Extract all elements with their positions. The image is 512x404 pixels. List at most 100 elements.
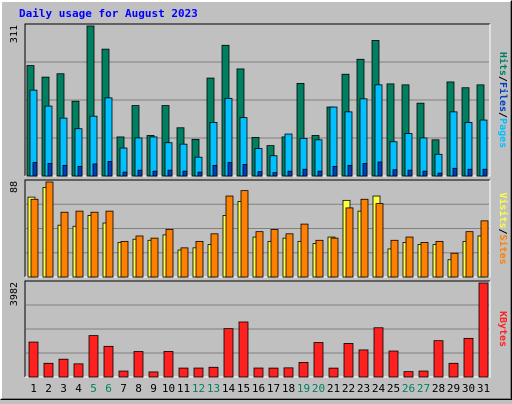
kbytes-bar-11 bbox=[178, 367, 189, 378]
visits-bar-15 bbox=[240, 190, 249, 278]
kbytes-bar-18 bbox=[283, 367, 294, 378]
x-tick-label-4: 4 bbox=[75, 382, 82, 395]
pages-bar-15 bbox=[242, 164, 248, 177]
kbytes-bar-22 bbox=[343, 343, 354, 378]
kbytes-bar-20 bbox=[313, 342, 324, 378]
visits-ymax-label: 88 bbox=[9, 181, 20, 193]
pages-bar-31 bbox=[482, 168, 488, 177]
x-tick-label-2: 2 bbox=[45, 382, 52, 395]
kbytes-bar-6 bbox=[103, 345, 114, 378]
visits-bar-6 bbox=[105, 210, 114, 278]
files-bar-20 bbox=[314, 139, 323, 177]
hits-ymax-label: 311 bbox=[9, 25, 20, 43]
kbytes-bar-3 bbox=[58, 358, 69, 378]
kbytes-bar-8 bbox=[133, 351, 144, 378]
pages-bar-21 bbox=[332, 165, 338, 177]
visits-bar-10 bbox=[165, 229, 174, 278]
pages-bar-26 bbox=[407, 169, 413, 177]
kbytes-bar-28 bbox=[433, 340, 444, 378]
kbytes-bar-4 bbox=[73, 363, 84, 378]
pages-bar-10 bbox=[167, 169, 173, 177]
kbytes-bar-10 bbox=[163, 351, 174, 378]
files-bar-31 bbox=[479, 119, 488, 177]
pages-bar-3 bbox=[62, 164, 68, 177]
ylabel-kbytes: KBytes bbox=[497, 311, 508, 347]
kbytes-bar-26 bbox=[403, 371, 414, 378]
x-tick-label-7: 7 bbox=[120, 382, 127, 395]
x-tick-label-18: 18 bbox=[282, 382, 295, 395]
x-tick-label-24: 24 bbox=[372, 382, 386, 395]
visits-sites-bars bbox=[27, 181, 489, 278]
visits-bar-28 bbox=[435, 240, 444, 278]
kbytes-bar-14 bbox=[223, 328, 234, 378]
kbytes-bar-7 bbox=[118, 370, 129, 378]
x-tick-label-20: 20 bbox=[312, 382, 325, 395]
visits-bar-14 bbox=[225, 195, 234, 278]
kbytes-bar-17 bbox=[268, 367, 279, 378]
kbytes-bar-5 bbox=[88, 335, 99, 378]
kbytes-bar-9 bbox=[148, 371, 159, 378]
kbytes-bar-1 bbox=[28, 341, 39, 378]
ylabel-hits: Hits bbox=[497, 52, 509, 76]
pages-bar-18 bbox=[287, 170, 293, 177]
x-tick-label-5: 5 bbox=[90, 382, 97, 395]
ylabel-files: Files bbox=[497, 82, 509, 112]
visits-bar-5 bbox=[90, 211, 99, 278]
ylabel-pages: Pages bbox=[497, 118, 508, 148]
x-tick-label-9: 9 bbox=[150, 382, 157, 395]
pages-bar-13 bbox=[212, 164, 218, 177]
visits-bar-11 bbox=[180, 247, 189, 278]
pages-bar-29 bbox=[452, 167, 458, 177]
visits-bar-25 bbox=[390, 239, 399, 278]
kbytes-bar-29 bbox=[448, 362, 459, 378]
x-tick-label-1: 1 bbox=[30, 382, 37, 395]
visits-bar-16 bbox=[255, 231, 264, 278]
x-tick-label-19: 19 bbox=[297, 382, 310, 395]
chart-title: Daily usage for August 2023 bbox=[19, 7, 198, 20]
files-bar-30 bbox=[464, 122, 473, 177]
pages-bar-22 bbox=[347, 164, 353, 177]
pages-bar-24 bbox=[377, 161, 383, 177]
kbytes-ymax-label: 3982 bbox=[9, 282, 20, 306]
visits-bar-3 bbox=[60, 211, 69, 278]
kbytes-bar-16 bbox=[253, 367, 264, 378]
pages-bar-25 bbox=[392, 169, 398, 177]
hits-files-pages-bars bbox=[26, 25, 488, 177]
files-bar-29 bbox=[449, 111, 458, 177]
kbytes-bar-27 bbox=[418, 370, 429, 378]
kbytes-bar-13 bbox=[208, 366, 219, 378]
x-tick-label-10: 10 bbox=[162, 382, 175, 395]
x-tick-label-26: 26 bbox=[402, 382, 415, 395]
x-tick-label-13: 13 bbox=[207, 382, 220, 395]
kbytes-bar-15 bbox=[238, 321, 249, 378]
kbytes-bar-30 bbox=[463, 337, 474, 378]
visits-bar-17 bbox=[270, 229, 279, 278]
pages-bar-20 bbox=[317, 170, 323, 177]
kbytes-bar-19 bbox=[298, 362, 309, 378]
x-tick-label-16: 16 bbox=[252, 382, 265, 395]
pages-bar-9 bbox=[152, 170, 158, 177]
pages-bar-8 bbox=[137, 169, 143, 177]
x-tick-label-23: 23 bbox=[357, 382, 370, 395]
x-tick-label-15: 15 bbox=[237, 382, 250, 395]
ylabel-sites: Sites bbox=[497, 235, 509, 265]
pages-bar-28 bbox=[437, 172, 443, 177]
visits-bar-26 bbox=[405, 236, 414, 278]
visits-bar-2 bbox=[45, 181, 54, 278]
x-tick-label-14: 14 bbox=[222, 382, 236, 395]
visits-bar-18 bbox=[285, 233, 294, 278]
kbytes-bar-21 bbox=[328, 367, 339, 378]
visits-bar-23 bbox=[360, 198, 369, 278]
kbytes-bar-12 bbox=[193, 367, 204, 378]
visits-bar-27 bbox=[420, 242, 429, 278]
visits-bar-19 bbox=[300, 223, 309, 278]
files-bar-27 bbox=[419, 137, 428, 177]
visits-bar-7 bbox=[120, 240, 129, 278]
x-tick-label-29: 29 bbox=[447, 382, 460, 395]
pages-bar-14 bbox=[227, 162, 233, 177]
visits-bar-21 bbox=[330, 237, 339, 278]
x-tick-label-3: 3 bbox=[60, 382, 67, 395]
pages-bar-4 bbox=[77, 165, 83, 177]
visits-bar-20 bbox=[315, 239, 324, 278]
